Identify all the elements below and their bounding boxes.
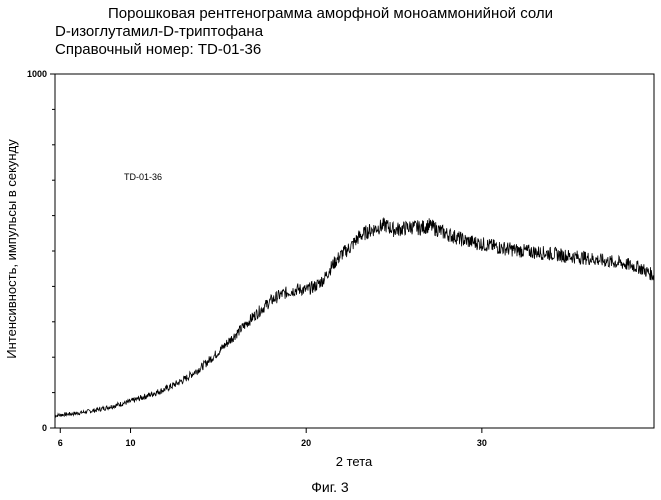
- x-tick-label-20: 20: [301, 438, 311, 448]
- y-tick-label-0: 0: [42, 423, 47, 433]
- x-tick-label-6: 6: [58, 438, 63, 448]
- y-tick-label-1000: 1000: [27, 69, 47, 79]
- x-tick-label-30: 30: [477, 438, 487, 448]
- sample-annotation: TD-01-36: [124, 172, 162, 182]
- x-tick-label-10: 10: [126, 438, 136, 448]
- y-axis-title: Интенсивность, импульсы в секунду: [4, 139, 19, 359]
- x-axis-title: 2 тета: [336, 454, 373, 469]
- plot-area-frame: [55, 74, 654, 428]
- figure-caption: Фиг. 3: [311, 479, 349, 495]
- diffraction-trace: [55, 218, 654, 417]
